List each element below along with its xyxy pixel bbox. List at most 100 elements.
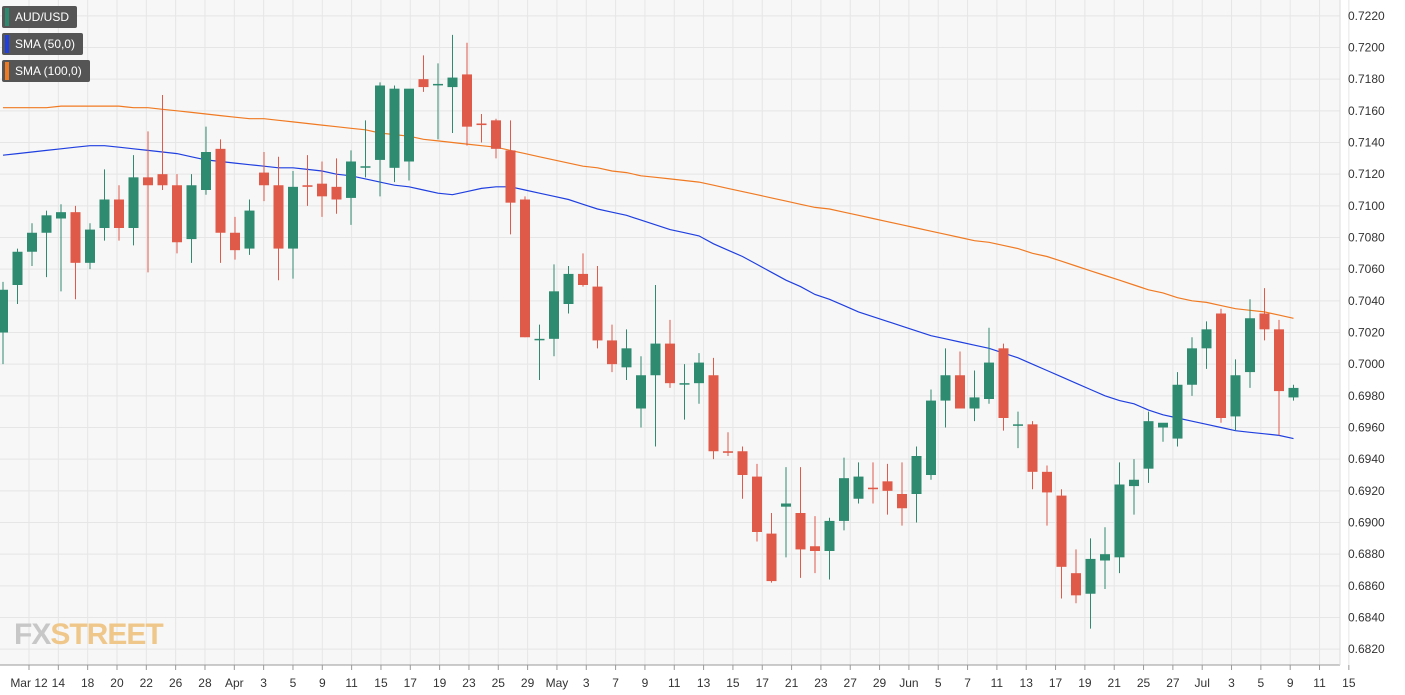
candle-body (882, 481, 893, 491)
legend-sma-50[interactable]: SMA (50,0) (2, 33, 84, 55)
candle-body (810, 546, 820, 551)
candle (462, 42, 472, 146)
y-axis-labels: 0.6820 0.6840 0.6860 0.6880 0.6900 0.6920 0.69… (1348, 9, 1385, 656)
x-tick-label: 5 (290, 676, 297, 690)
candle-body (563, 273, 574, 304)
x-tick-label: 21 (785, 676, 799, 690)
candle (433, 63, 443, 140)
candle-body (404, 88, 414, 162)
candle (447, 34, 458, 133)
candle-body (1172, 384, 1183, 439)
candle (1056, 489, 1067, 599)
candle (1013, 411, 1023, 449)
y-tick-label: 0.7200 (1348, 41, 1385, 55)
candle-body (1114, 484, 1125, 558)
candle-body (70, 212, 81, 263)
x-tick-label: Jul (1195, 676, 1210, 690)
x-tick-label: 3 (583, 676, 590, 690)
candle (360, 120, 371, 178)
candle-body (1013, 424, 1023, 426)
candle-body (128, 177, 139, 228)
candle (215, 139, 226, 263)
candle-body (244, 210, 255, 249)
candle-body (679, 383, 690, 385)
candle (143, 131, 153, 273)
candle (694, 353, 704, 404)
candle-body (317, 183, 327, 197)
candle-body (766, 533, 777, 582)
candle-body (505, 150, 516, 203)
candle (607, 324, 617, 373)
x-tick-label: 26 (169, 676, 183, 690)
candle-body (172, 185, 182, 243)
y-tick-label: 0.7060 (1348, 262, 1385, 276)
x-tick-label: Apr (225, 676, 244, 690)
x-tick-label: 17 (404, 676, 418, 690)
candle (1114, 462, 1125, 574)
x-tick-label: 13 (1020, 676, 1034, 690)
y-tick-label: 0.7160 (1348, 104, 1385, 118)
candle-body (476, 123, 487, 126)
candle (650, 285, 661, 447)
candle (1201, 321, 1212, 369)
candle-body (1129, 479, 1139, 487)
legend-aud-usd[interactable]: AUD/USD (2, 6, 78, 28)
x-tick-label: 19 (433, 676, 447, 690)
candle-body (1216, 313, 1226, 418)
candle (621, 329, 632, 380)
x-tick-label: 19 (1078, 676, 1092, 690)
logo-fx: FX (14, 618, 51, 651)
y-tick-label: 0.6880 (1348, 547, 1385, 561)
candle (955, 351, 965, 409)
candle (868, 462, 878, 504)
candle-body (114, 199, 124, 228)
x-tick-label: Jun (899, 676, 918, 690)
legend-label: AUD/USD (15, 10, 70, 24)
candle (984, 327, 994, 404)
candle-body (1274, 329, 1284, 392)
candle-body (447, 77, 458, 88)
candle (549, 264, 559, 357)
legend-swatch-sma-100 (5, 62, 9, 80)
candle-body (1143, 421, 1154, 469)
candle (723, 432, 733, 456)
candle-body (1187, 348, 1197, 385)
candle-body (984, 362, 994, 399)
x-tick-label: 29 (521, 676, 535, 690)
candle-body (389, 88, 400, 168)
candle (128, 155, 139, 246)
candle (0, 281, 8, 365)
candle (288, 171, 298, 279)
candle (1259, 288, 1270, 341)
candle (1158, 422, 1168, 442)
legend-sma-100[interactable]: SMA (100,0) (2, 60, 90, 82)
candle (41, 210, 52, 278)
candle (491, 118, 501, 159)
candle (1274, 319, 1284, 436)
x-tick-label: 18 (81, 676, 95, 690)
candle (85, 223, 95, 270)
candle (56, 204, 66, 292)
candle-body (433, 83, 443, 86)
candle-body (1230, 375, 1241, 417)
x-tick-label: 11 (1313, 676, 1326, 690)
candle-body (157, 174, 168, 186)
candle-body (288, 186, 298, 249)
candle-body (955, 375, 965, 409)
x-tick-label: 3 (260, 676, 267, 690)
candle-body (708, 375, 719, 452)
y-tick-label: 0.6980 (1348, 389, 1385, 403)
candle-body (520, 199, 530, 338)
candle-body (694, 362, 704, 384)
candle (897, 462, 907, 526)
candle (563, 266, 574, 314)
candle-body (331, 186, 342, 200)
x-tick-label: May (546, 676, 569, 690)
candle-body (360, 166, 371, 168)
candle (186, 174, 197, 263)
candle (781, 467, 791, 558)
candle-body (752, 476, 762, 532)
candle-body (491, 120, 501, 149)
candle-body (969, 397, 980, 409)
